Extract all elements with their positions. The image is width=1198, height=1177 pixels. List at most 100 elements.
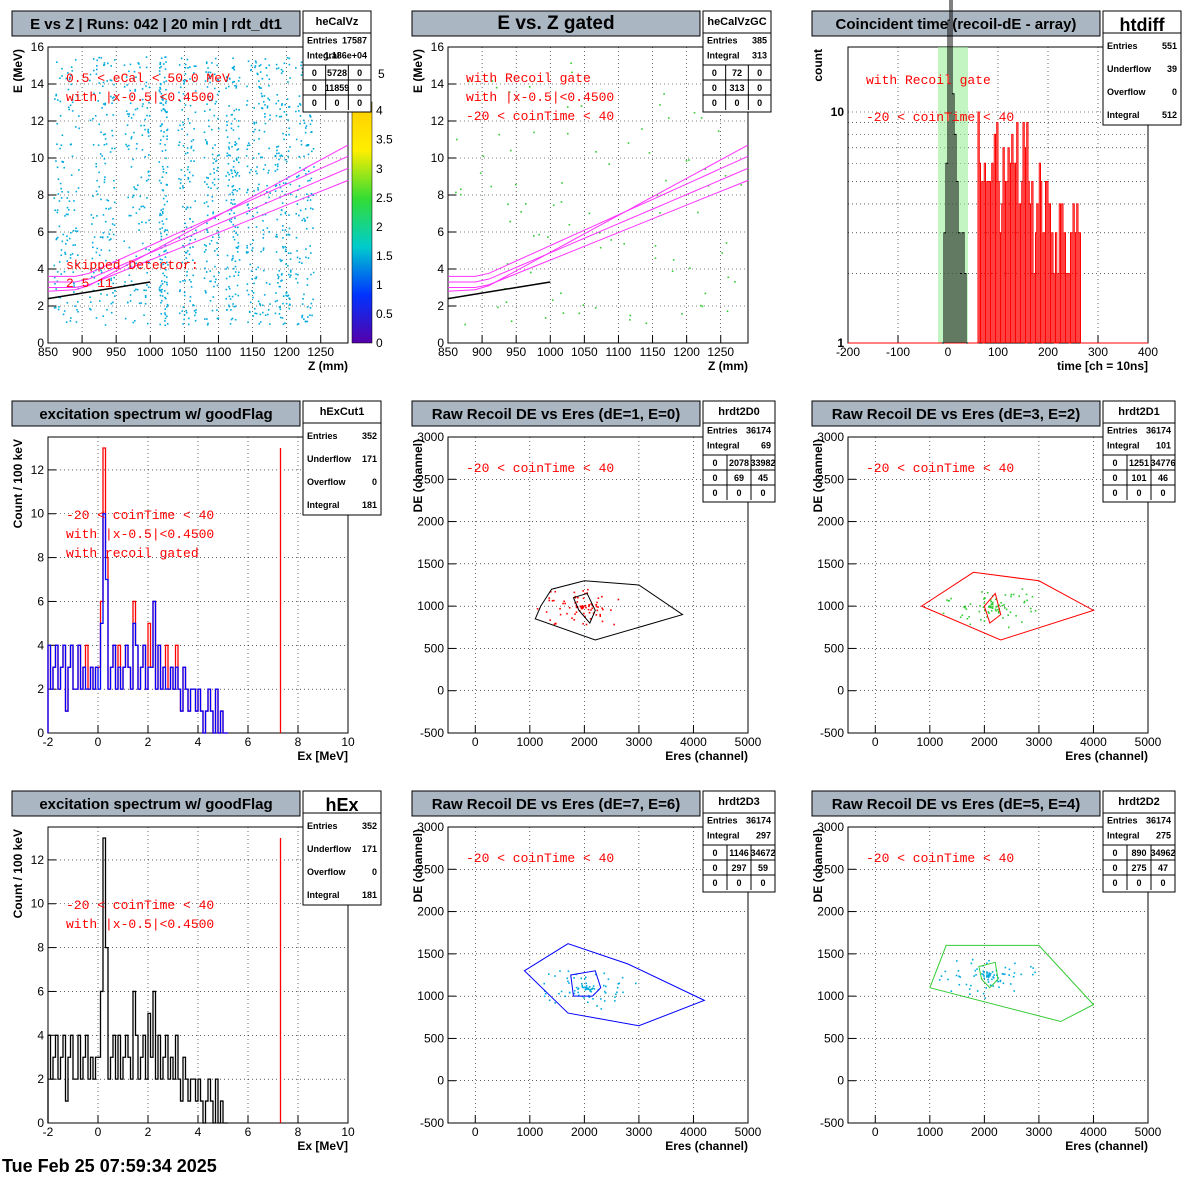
scatter-point	[307, 180, 309, 182]
annotation-text: -20 < coinTime < 40	[866, 461, 1014, 476]
stats-value: 313	[752, 51, 767, 61]
scatter-point	[307, 143, 310, 146]
scatter-point	[106, 294, 108, 296]
pid-point	[585, 988, 588, 990]
panel-p8: Raw Recoil DE vs Eres (dE=7, E=6)0 1000 20…	[411, 790, 776, 1153]
pid-point	[581, 607, 584, 610]
scatter-point	[158, 288, 161, 291]
scatter-point	[139, 267, 141, 269]
x-tick-label: 10	[341, 1125, 355, 1139]
scatter-point	[70, 174, 73, 176]
pid-cut-polygon	[983, 592, 1002, 624]
scatter-point	[90, 308, 92, 311]
scatter-point	[629, 319, 631, 321]
scatter-point	[295, 277, 297, 280]
stats-grid-cell: 297	[731, 863, 746, 873]
annotation-text: with |x-0.5|<0.4500	[66, 90, 214, 105]
scatter-point	[104, 324, 107, 326]
scatter-point	[113, 201, 116, 204]
scatter-point	[144, 302, 147, 305]
stats-grid-cell: 0	[1160, 488, 1165, 498]
scatter-point	[148, 101, 150, 104]
pid-point	[580, 607, 583, 610]
scatter-point	[160, 261, 162, 264]
scatter-point	[135, 188, 138, 191]
scatter-point	[192, 304, 194, 306]
scatter-point	[53, 276, 56, 279]
scatter-point	[306, 143, 309, 146]
scatter-point	[73, 285, 75, 287]
scatter-point	[206, 318, 208, 320]
x-tick-label: 0	[472, 1125, 479, 1139]
x-tick-label: 1100	[206, 345, 232, 359]
scatter-point	[76, 308, 78, 311]
pid-point	[590, 609, 592, 611]
scatter-point	[96, 65, 98, 67]
scatter-point	[145, 66, 148, 69]
pid-point	[1002, 973, 1005, 975]
pid-point	[580, 983, 583, 985]
pid-point	[573, 992, 576, 995]
scatter-point	[215, 159, 218, 162]
annotation-text: -20 < coinTime < 40	[866, 110, 1014, 125]
scatter-point	[301, 303, 304, 305]
scatter-point	[234, 265, 237, 268]
stats-grid-cell: 0	[712, 848, 717, 858]
scatter-point	[89, 268, 92, 270]
scatter-point	[204, 267, 206, 270]
scatter-point	[166, 138, 168, 141]
scatter-point	[287, 233, 290, 236]
pid-point	[1012, 975, 1015, 978]
scatter-point	[280, 72, 283, 75]
pid-point	[986, 616, 988, 618]
scatter-point	[186, 206, 189, 209]
pid-point	[568, 982, 570, 984]
scatter-point	[298, 185, 301, 187]
scatter-point	[280, 115, 283, 118]
scatter-point	[280, 68, 283, 71]
stats-key: Entries	[1107, 816, 1138, 826]
pid-point	[983, 602, 986, 604]
title-bg	[811, 790, 1101, 817]
panel-title: Raw Recoil DE vs Eres (dE=7, E=6)	[432, 796, 680, 813]
ex-hist-blue	[47, 513, 228, 734]
pid-point	[1000, 601, 1002, 604]
scatter-point	[74, 59, 77, 61]
scatter-point	[164, 229, 167, 231]
scatter-point	[701, 305, 704, 308]
scatter-point	[305, 144, 308, 147]
pid-point	[1014, 962, 1016, 965]
pid-point	[1026, 599, 1028, 602]
scatter-point	[277, 277, 280, 280]
scatter-point	[697, 211, 699, 214]
scatter-point	[162, 212, 164, 214]
scatter-point	[71, 110, 74, 112]
scatter-point	[245, 251, 248, 253]
scatter-point	[276, 152, 278, 155]
stats-key: Entries	[707, 426, 738, 436]
scatter-point	[179, 187, 182, 190]
pid-points	[942, 588, 1037, 629]
scatter-point	[599, 246, 602, 249]
scatter-point	[249, 243, 252, 246]
scatter-point	[182, 185, 184, 187]
scatter-point	[455, 191, 457, 194]
y-tick-label: 0	[437, 336, 444, 350]
scatter-point	[163, 280, 166, 283]
scatter-point	[227, 184, 230, 187]
scatter-point	[312, 194, 315, 197]
scatter-point	[538, 233, 540, 236]
stats-value: 36174	[1146, 426, 1171, 436]
scatter-point	[163, 131, 165, 133]
y-tick-label: 0	[37, 1116, 44, 1130]
scatter-point	[164, 296, 166, 299]
y-tick-label: 4	[37, 262, 44, 276]
scatter-point	[61, 190, 63, 193]
pid-point	[959, 616, 962, 619]
scatter-point	[98, 185, 101, 188]
scatter-point	[161, 227, 164, 229]
scatter-point	[103, 158, 106, 160]
scatter-point	[490, 185, 492, 188]
scatter-point	[209, 108, 211, 111]
scatter-point	[276, 299, 278, 302]
